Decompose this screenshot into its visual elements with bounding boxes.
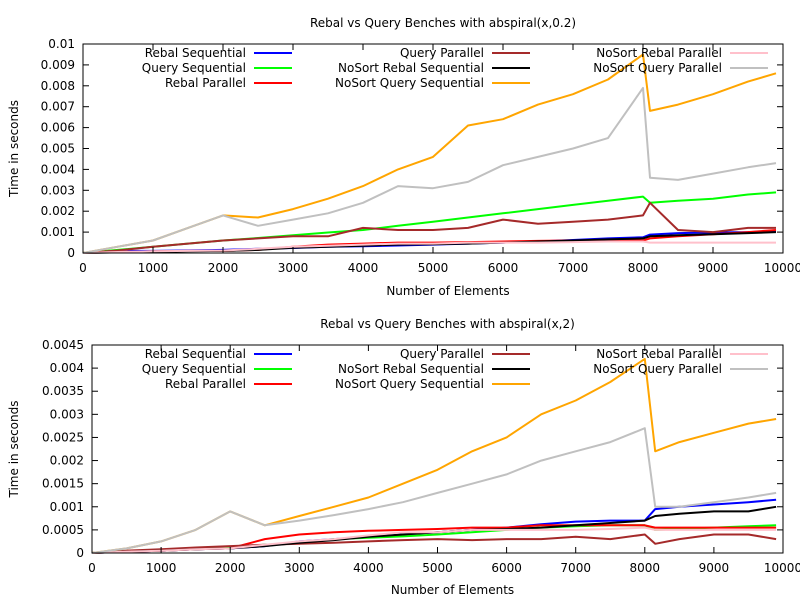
legend-label: NoSort Query Sequential [335,76,484,90]
x-axis-label: Number of Elements [386,284,509,298]
series-line-query-parallel [91,533,777,554]
legend-label: NoSort Rebal Sequential [338,61,484,75]
y-tick-label: 0.003 [50,407,84,421]
x-tick-label: 7000 [558,261,589,275]
y-tick-label: 0.006 [41,121,75,135]
legend-label: Rebal Parallel [165,377,246,391]
legend-label: Rebal Parallel [165,76,246,90]
chart-panel-1: Rebal vs Query Benches with abspiral(x,0… [7,16,800,298]
legend-label: NoSort Query Parallel [593,362,722,376]
x-tick-label: 4000 [353,561,384,575]
legend-label: NoSort Rebal Parallel [596,347,722,361]
legend-label: NoSort Rebal Sequential [338,362,484,376]
x-tick-label: 10000 [764,561,800,575]
x-tick-label: 5000 [418,261,449,275]
series-lines [91,357,777,554]
series-lines [82,53,777,254]
series-line-query-parallel [82,201,776,254]
y-tick-label: 0.002 [50,454,84,468]
x-tick-label: 9000 [699,561,730,575]
y-tick-label: 0.0035 [42,384,84,398]
x-tick-label: 3000 [278,261,309,275]
x-tick-label: 0 [88,561,96,575]
x-tick-label: 8000 [628,261,659,275]
y-tick-label: 0.004 [50,361,84,375]
x-tick-label: 10000 [764,261,800,275]
x-tick-label: 3000 [284,561,315,575]
legend-label: Query Sequential [142,362,246,376]
x-tick-label: 6000 [491,561,522,575]
x-tick-label: 2000 [208,261,239,275]
y-tick-label: 0.005 [41,142,75,156]
x-axis-label: Number of Elements [391,583,514,597]
x-tick-label: 0 [79,261,87,275]
x-tick-label: 6000 [488,261,519,275]
chart-title: Rebal vs Query Benches with abspiral(x,0… [310,16,576,30]
x-tick-label: 5000 [422,561,453,575]
x-tick-label: 4000 [348,261,379,275]
chart-title: Rebal vs Query Benches with abspiral(x,2… [320,317,575,331]
y-tick-label: 0.002 [41,204,75,218]
x-tick-label: 7000 [560,561,591,575]
y-tick-label: 0.0025 [42,430,84,444]
legend-label: NoSort Query Parallel [593,61,722,75]
series-line-nosort-rebal-parallel [91,526,777,554]
y-tick-label: 0.004 [41,162,75,176]
x-tick-label: 1000 [146,561,177,575]
y-tick-label: 0.0005 [42,523,84,537]
legend-label: Query Parallel [400,347,484,361]
y-tick-label: 0.0045 [42,338,84,352]
y-tick-label: 0.001 [50,500,84,514]
series-line-nosort-rebal-parallel [82,240,776,254]
y-tick-label: 0 [76,546,84,560]
x-tick-label: 9000 [698,261,729,275]
legend-label: NoSort Query Sequential [335,377,484,391]
y-tick-label: 0 [67,246,75,260]
x-tick-label: 1000 [138,261,169,275]
y-tick-label: 0.001 [41,225,75,239]
y-tick-label: 0.003 [41,183,75,197]
y-tick-label: 0.008 [41,79,75,93]
y-tick-label: 0.009 [41,58,75,72]
legend-label: NoSort Rebal Parallel [596,46,722,60]
y-tick-label: 0.0015 [42,477,84,491]
chart-panel-2: Rebal vs Query Benches with abspiral(x,2… [7,317,800,597]
legend-label: Query Parallel [400,46,484,60]
y-tick-label: 0.007 [41,100,75,114]
y-tick-label: 0.01 [48,37,75,51]
series-line-nosort-query-parallel [91,427,777,554]
y-axis-label: Time in seconds [7,401,21,499]
legend-label: Rebal Sequential [145,46,246,60]
legend-label: Query Sequential [142,61,246,75]
y-axis-label: Time in seconds [7,100,21,198]
series-line-nosort-query-parallel [82,86,777,254]
x-tick-label: 2000 [215,561,246,575]
legend-label: Rebal Sequential [145,347,246,361]
x-tick-label: 8000 [630,561,661,575]
